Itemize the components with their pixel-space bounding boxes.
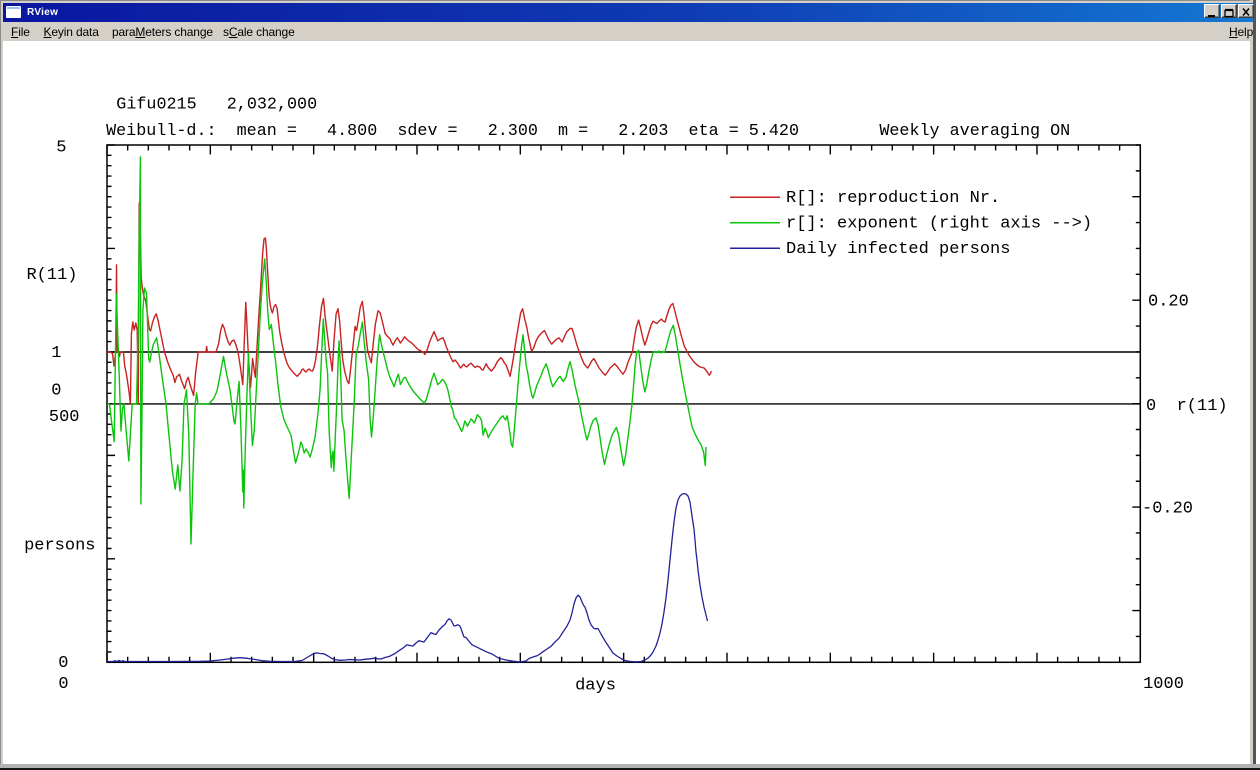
- svg-text:r[]: exponent (right axis -->): r[]: exponent (right axis -->): [786, 215, 1092, 234]
- svg-text:R[]: reproduction Nr.: R[]: reproduction Nr.: [786, 189, 1000, 208]
- svg-text:days: days: [575, 677, 616, 696]
- svg-text:1: 1: [51, 344, 61, 363]
- svg-text:Gifu0215 2,032,000: Gifu0215 2,032,000: [116, 96, 317, 115]
- svg-text:1000: 1000: [1143, 675, 1184, 694]
- svg-text:0: 0: [51, 382, 61, 401]
- svg-text:0 r(11): 0 r(11): [1146, 397, 1228, 416]
- svg-text:R(11): R(11): [26, 266, 77, 285]
- svg-text:0: 0: [58, 654, 68, 673]
- svg-text:-0.20: -0.20: [1142, 500, 1193, 519]
- svg-text:persons: persons: [24, 537, 95, 556]
- svg-text:5: 5: [56, 139, 66, 158]
- svg-text:Daily infected persons: Daily infected persons: [786, 240, 1010, 259]
- svg-text:500: 500: [49, 408, 80, 427]
- svg-text:Weibull-d.: mean = 4.800 s: Weibull-d.: mean = 4.800 sdev = 2.300 m …: [106, 122, 1070, 141]
- svg-text:0: 0: [58, 675, 68, 694]
- svg-text:0.20: 0.20: [1148, 293, 1189, 312]
